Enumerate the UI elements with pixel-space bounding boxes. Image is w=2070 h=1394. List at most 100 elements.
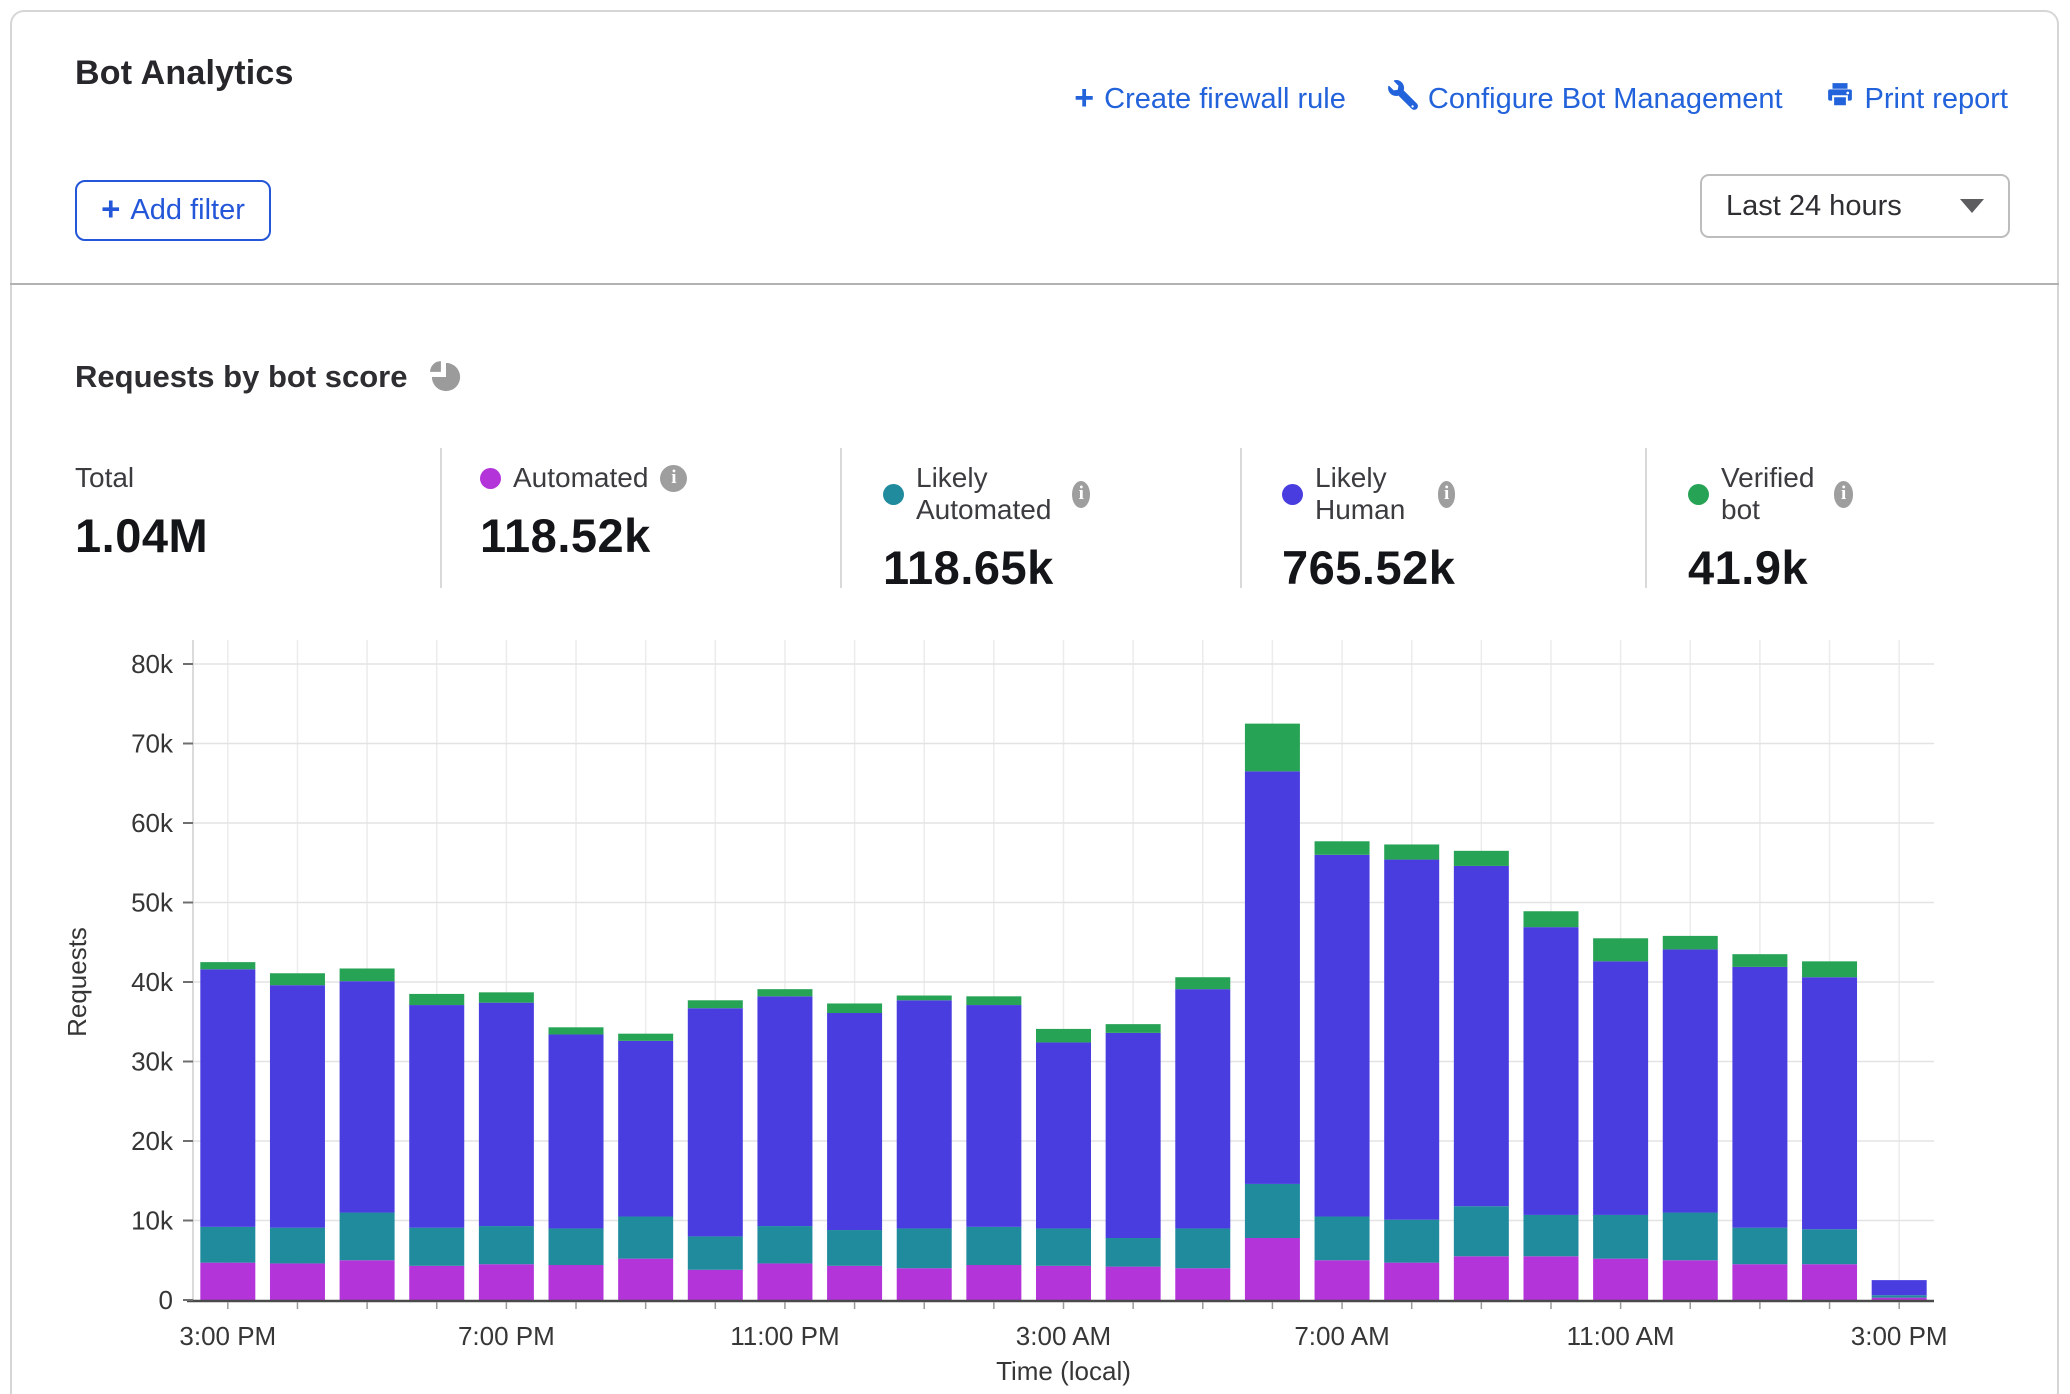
info-icon[interactable]: i [660,464,688,492]
x-tick-label: 3:00 PM [179,1321,276,1351]
bar-segment-verified-bot [896,995,952,1001]
bar-segment-likely-human [1523,927,1579,1215]
likely-human-dot-icon [1282,483,1303,505]
section-title: Requests by bot score [75,358,408,394]
section-title-row: Requests by bot score [75,356,461,397]
x-axis-title: Time (local) [996,1356,1131,1386]
pie-chart-icon [425,356,461,397]
bar-segment-automated [200,1262,256,1300]
y-tick-label: 20k [131,1126,174,1156]
bar-segment-automated [1453,1256,1509,1300]
bar-segment-likely-human [687,1008,743,1237]
bar-segment-verified-bot [1244,723,1300,772]
bar-segment-likely-automated [687,1236,743,1270]
axes [183,663,1934,1309]
configure-bot-management-link[interactable]: Configure Bot Management [1387,80,1783,118]
bar-segment-likely-automated [827,1230,883,1266]
x-tick-label: 11:00 AM [1567,1321,1675,1351]
likely-automated-dot-icon [883,483,904,505]
bar-segment-verified-bot [1593,938,1649,962]
bar-segment-verified-bot [200,962,256,970]
bar-segment-likely-automated [1175,1228,1231,1269]
y-axis-title: Requests [62,927,92,1037]
y-tick-label: 60k [131,808,174,838]
stat-value: 1.04M [75,509,209,562]
bar-segment-automated [757,1263,813,1300]
bar-segment-verified-bot [687,1000,743,1009]
chevron-down-icon [1960,199,1984,213]
bar-segment-automated [1384,1262,1440,1300]
y-tick-label: 50k [131,888,174,918]
stat-divider [840,448,842,588]
bar-segment-likely-human [409,1005,465,1228]
stat-value: 118.52k [480,509,651,562]
bar-segment-automated [1593,1258,1649,1300]
bar-segment-likely-human [618,1040,674,1217]
bar-segment-likely-human [548,1034,604,1229]
y-tick-label: 80k [131,649,174,679]
stat-label: Automated [513,462,649,493]
bar-segment-likely-automated [200,1226,256,1263]
stat-value: 41.9k [1688,541,1809,594]
bar-segment-verified-bot [1453,850,1509,866]
bar-segment-automated [618,1258,674,1300]
bar-segment-likely-human [827,1013,883,1231]
bar-segment-automated [1523,1256,1579,1300]
stat-label: Total [75,462,135,493]
bar-segment-likely-human [1453,865,1509,1207]
stat-value: 765.52k [1282,541,1456,594]
bar-segment-verified-bot [1105,1024,1161,1033]
create-firewall-rule-label: Create firewall rule [1104,82,1346,115]
print-report-link[interactable]: Print report [1825,80,2008,118]
stat-automated: Automated i 118.52k [480,462,688,563]
bar-segment-verified-bot [1662,935,1718,950]
bar-segment-verified-bot [757,989,813,997]
bar-segment-verified-bot [339,968,395,982]
bar-segment-likely-human [1593,961,1649,1215]
bar-segment-likely-human [1871,1280,1927,1296]
info-icon[interactable]: i [1833,480,1854,508]
bar-segment-likely-automated [1523,1214,1579,1257]
y-tick-label: 10k [131,1206,174,1236]
bar-segment-likely-automated [1662,1212,1718,1261]
bar-segment-likely-automated [1802,1229,1858,1265]
stat-label: Likely Automated [916,462,1052,525]
bar-segment-likely-automated [1244,1183,1300,1238]
stat-divider [1240,448,1242,588]
bar-segment-automated [827,1265,883,1300]
printer-icon [1825,80,1855,118]
bar-segment-likely-human [1802,977,1858,1230]
bar-segment-automated [1036,1265,1091,1300]
info-icon[interactable]: i [1437,480,1456,508]
create-firewall-rule-link[interactable]: + Create firewall rule [1074,81,1346,116]
bar-segment-likely-automated [1384,1219,1440,1263]
stat-likely-human: Likely Human i 765.52k [1282,462,1456,595]
bar-segment-verified-bot [269,973,325,986]
bar-segment-automated [478,1264,534,1300]
bar-segment-verified-bot [1384,844,1440,860]
add-filter-button[interactable]: + Add filter [75,180,271,241]
bar-segment-likely-automated [1314,1216,1370,1261]
axis-labels: 0 10k 20k 30k 40k 50k 60k 70k 80k 3:00 PM 7:00 PM 1… [62,649,1948,1386]
stat-divider [1645,448,1647,588]
bar-segment-automated [1175,1268,1231,1300]
bar-segment-likely-human [1105,1032,1161,1238]
bar-segment-likely-human [1384,859,1440,1220]
time-range-select[interactable]: Last 24 hours [1700,174,2010,238]
bar-segment-likely-automated [339,1212,395,1261]
bars [200,723,1927,1300]
info-icon[interactable]: i [1072,480,1091,508]
bar-segment-likely-automated [1453,1206,1509,1257]
bar-segment-likely-automated [478,1226,534,1265]
bar-segment-verified-bot [1036,1028,1091,1043]
wrench-icon [1387,80,1418,118]
bar-segment-verified-bot [827,1003,883,1014]
bar-segment-likely-human [1175,989,1231,1229]
bar-segment-likely-human [1244,771,1300,1184]
bar-segment-verified-bot [618,1033,674,1041]
page-title: Bot Analytics [75,54,294,92]
stat-verified-bot: Verified bot i 41.9k [1688,462,1854,595]
bar-segment-automated [269,1263,325,1300]
